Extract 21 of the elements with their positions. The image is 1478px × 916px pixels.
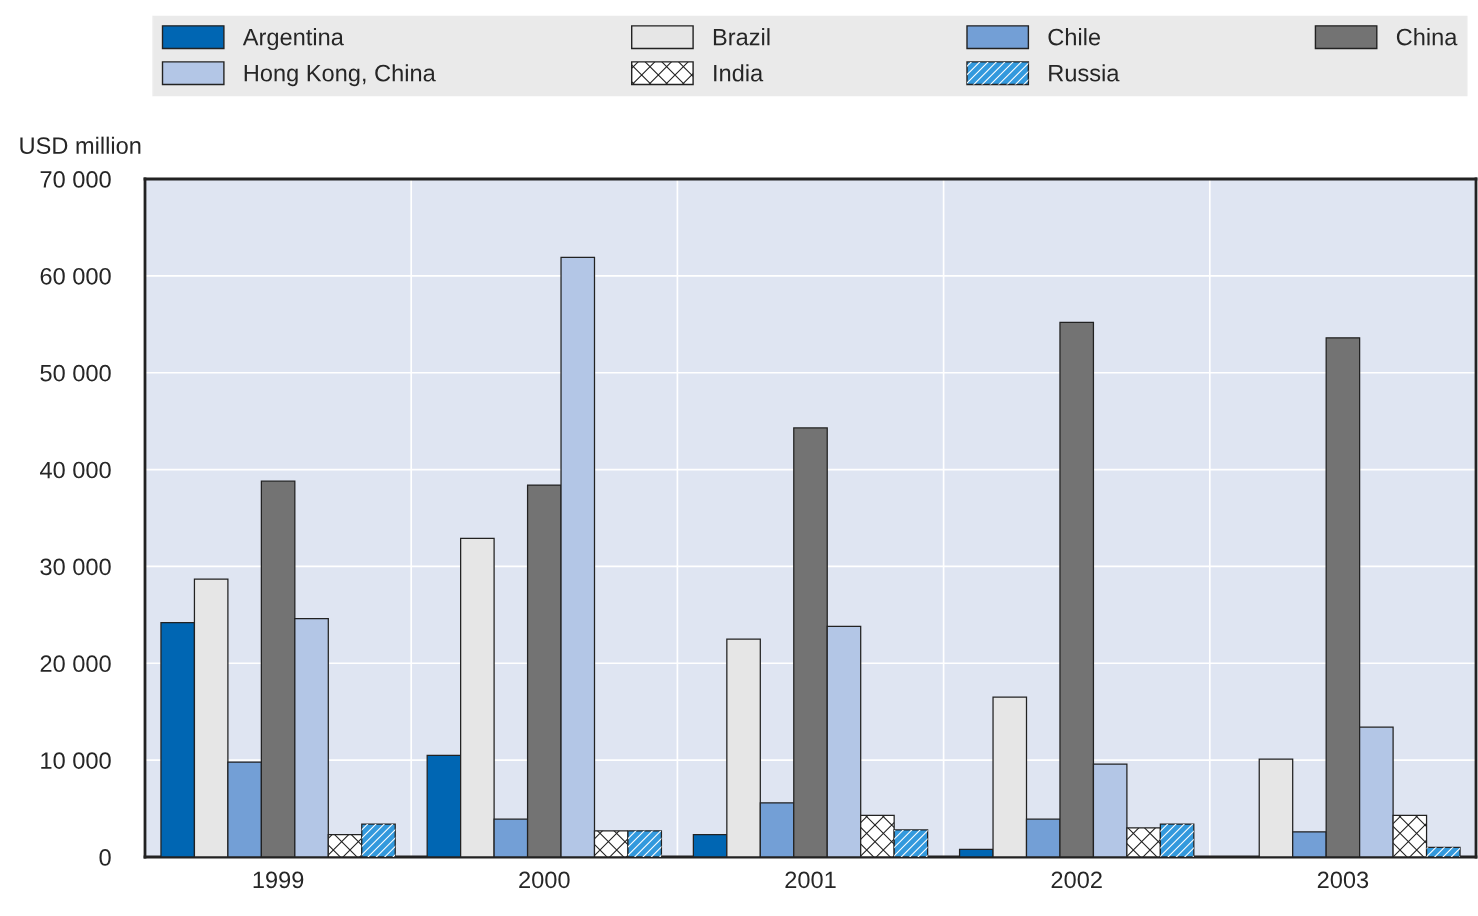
y-tick-label: 50 000 [40, 364, 111, 382]
x-tick-label: 1999 [253, 871, 304, 889]
x-tick-label: 2002 [1051, 871, 1102, 889]
y-axis-title: USD million [20, 136, 141, 154]
legend-label: India [714, 64, 764, 82]
legend-label: Brazil [713, 28, 770, 46]
legend-label: China [1396, 28, 1458, 46]
y-tick-label: 70 000 [40, 171, 111, 188]
y-tick-label: 10 000 [41, 752, 111, 769]
y-tick-label: 60 000 [40, 267, 111, 285]
x-tick-label: 2000 [519, 871, 570, 889]
legend-label: Russia [1049, 64, 1120, 82]
y-tick-label: 0 [99, 849, 111, 866]
y-tick-label: 20 000 [40, 655, 111, 673]
legend-label: Chile [1048, 28, 1101, 46]
x-tick-label: 2003 [1317, 871, 1369, 889]
x-tick-label: 2001 [785, 871, 836, 889]
y-tick-label: 30 000 [40, 558, 111, 576]
y-tick-label: 40 000 [40, 461, 111, 479]
legend-label: Hong Kong, China [244, 64, 436, 87]
legend-label: Argentina [242, 28, 344, 51]
